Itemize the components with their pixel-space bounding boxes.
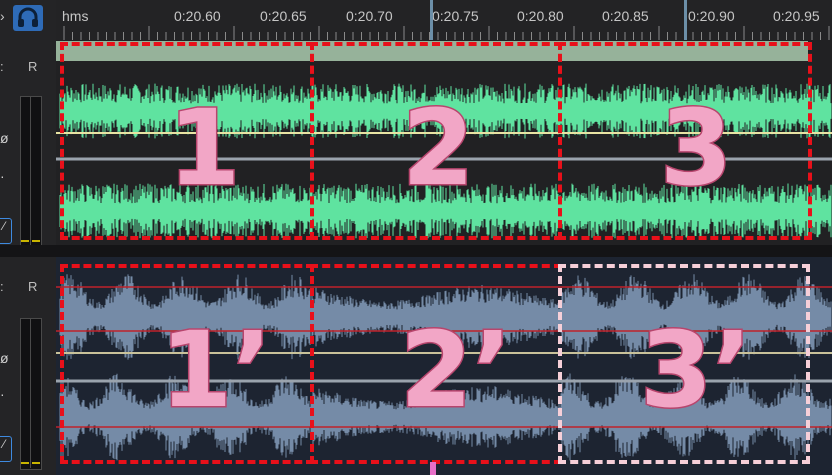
track2-side-button[interactable]: ⁄ (0, 436, 12, 462)
track1-phase-icon[interactable]: ø (0, 130, 9, 146)
track2-channel-right-letter: R (28, 279, 37, 294)
segment-label-3: 3 (660, 96, 732, 200)
ruler-tick-label: 0:20.70 (346, 8, 393, 24)
playhead-handle-bottom[interactable] (430, 462, 436, 475)
track1-level-meter (20, 96, 42, 248)
playhead-marker-start[interactable] (430, 0, 433, 40)
chevron-right-icon[interactable]: › (0, 8, 5, 24)
ruler-tick-label: 0:20.95 (773, 8, 820, 24)
track1-meter-peak-left (21, 240, 29, 242)
playhead-marker-end[interactable] (684, 0, 687, 40)
track2-level-meter (20, 318, 42, 470)
track1-channel-right-letter: R (28, 59, 37, 74)
track2-mini-slider[interactable]: · (0, 386, 5, 402)
track2-meter-divider (30, 318, 31, 468)
track-separator[interactable] (0, 245, 832, 257)
segment-label-2-prime: 2’ (400, 318, 512, 422)
ruler-tick-label: 0:20.75 (432, 8, 479, 24)
headphones-icon (13, 5, 43, 31)
track1-side-button[interactable]: ⁄ (0, 218, 12, 244)
ruler-tick-label: 0:20.90 (688, 8, 735, 24)
track1-mini-slider[interactable]: · (0, 168, 5, 184)
ruler-tick-label: 0:20.65 (260, 8, 307, 24)
track2-meter-peak-left (21, 462, 29, 464)
track1-channel-left-letter: : (0, 59, 4, 74)
segment-label-3-prime: 3’ (640, 318, 752, 422)
track2-meter-peak-right (32, 462, 40, 464)
ruler-tick-label: 0:20.80 (517, 8, 564, 24)
track2-phase-icon[interactable]: ø (0, 350, 9, 366)
track1-meter-divider (30, 96, 31, 246)
ruler-tick-label: 0:20.60 (174, 8, 221, 24)
segment-label-1-prime: 1’ (160, 318, 272, 422)
track2-channel-left-letter: : (0, 279, 4, 294)
segment-label-1: 1 (168, 96, 240, 200)
ruler-tick-label: 0:20.85 (602, 8, 649, 24)
segment-label-2: 2 (402, 96, 474, 200)
headphones-monitor-button[interactable] (13, 5, 43, 31)
track1-meter-peak-right (32, 240, 40, 242)
ruler-unit-label: hms (62, 8, 88, 24)
